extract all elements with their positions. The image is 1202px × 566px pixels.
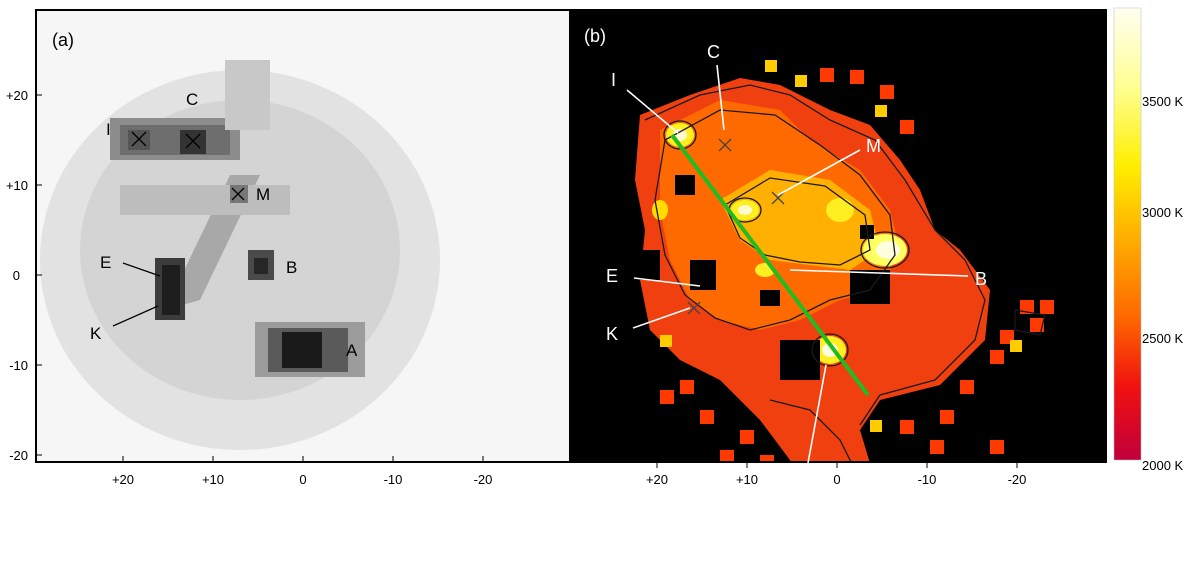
- panel-b-markers: [687, 138, 785, 315]
- panel-a-label: (a): [52, 30, 74, 50]
- cross-marker-I-a: [131, 131, 147, 147]
- x-tick-a-0: +20: [112, 472, 134, 487]
- x-tick-a-1: +10: [202, 472, 224, 487]
- colorbar: [1113, 7, 1142, 461]
- pointer-E-b: [633, 277, 701, 287]
- panel-b-label: (b): [584, 26, 606, 46]
- panel-a-y-ticks: [36, 94, 42, 456]
- pointer-E-a: [122, 262, 161, 277]
- pointer-I-b: [626, 89, 679, 134]
- pointer-B-b: [789, 269, 969, 277]
- x-tick-b-3: -10: [918, 472, 937, 487]
- panel-b-frame: [569, 9, 1107, 463]
- cross-marker-M-b: [771, 191, 785, 205]
- label-M-b: M: [866, 136, 881, 156]
- x-tick-a-2: 0: [299, 472, 306, 487]
- panel-a-x-axis: +20 +10 0 -10 -20: [112, 472, 492, 487]
- pointer-C-b: [716, 64, 725, 131]
- slit-line: [670, 133, 870, 397]
- label-I-b: I: [611, 70, 616, 90]
- colorbar-tick-3000: 3000 K: [1142, 205, 1184, 220]
- y-tick-a-3: -10: [9, 358, 28, 373]
- label-E-b: E: [606, 266, 618, 286]
- label-B-b: B: [975, 269, 987, 289]
- y-tick-a-1: +10: [6, 178, 28, 193]
- colorbar-tick-3500: 3500 K: [1142, 94, 1184, 109]
- label-B-a: B: [286, 258, 297, 277]
- x-tick-a-3: -10: [384, 472, 403, 487]
- cross-marker-C-b: [718, 138, 732, 152]
- label-C-a: C: [186, 90, 198, 109]
- pointer-K-b: [632, 307, 691, 329]
- panel-b-x-axis: +20 +10 0 -10 -20: [646, 472, 1026, 487]
- pointer-M-b: [777, 149, 861, 196]
- label-E-a: E: [100, 253, 111, 272]
- x-tick-b-4: -20: [1008, 472, 1027, 487]
- colorbar-tick-2500: 2500 K: [1142, 331, 1184, 346]
- cross-marker-K-b: [687, 301, 701, 315]
- panel-b-pointers: [626, 64, 969, 464]
- panel-a-x-ticks: [122, 456, 484, 462]
- y-tick-a-2: 0: [13, 268, 20, 283]
- x-tick-b-1: +10: [736, 472, 758, 487]
- panel-b-x-ticks: [656, 462, 1018, 468]
- panel-b: [570, 10, 1106, 462]
- panel-a: [36, 10, 570, 462]
- label-K-b: K: [606, 324, 618, 344]
- x-tick-a-4: -20: [474, 472, 493, 487]
- colorbar-ticks: 3500 K 3000 K 2500 K 2000 K: [1142, 94, 1184, 473]
- label-I-a: I: [106, 120, 111, 139]
- x-tick-b-2: 0: [833, 472, 840, 487]
- label-A-b: A: [791, 474, 803, 494]
- label-K-a: K: [90, 324, 102, 343]
- panel-a-markers: [112, 131, 245, 327]
- panel-b-labels: (b) I C M E B K A: [584, 26, 987, 494]
- x-tick-b-0: +20: [646, 472, 668, 487]
- label-M-a: M: [256, 185, 270, 204]
- cross-marker-M-a: [231, 187, 245, 201]
- pointer-K-a: [112, 305, 159, 327]
- y-tick-a-4: -20: [9, 448, 28, 463]
- colorbar-tick-2000: 2000 K: [1142, 458, 1184, 473]
- label-A-a: A: [346, 341, 358, 360]
- panel-a-y-axis: +20 +10 0 -10 -20: [6, 88, 28, 463]
- label-C-b: C: [707, 42, 720, 62]
- pointer-A-b: [807, 364, 827, 464]
- cross-marker-C-a: [185, 133, 201, 149]
- y-tick-a-0: +20: [6, 88, 28, 103]
